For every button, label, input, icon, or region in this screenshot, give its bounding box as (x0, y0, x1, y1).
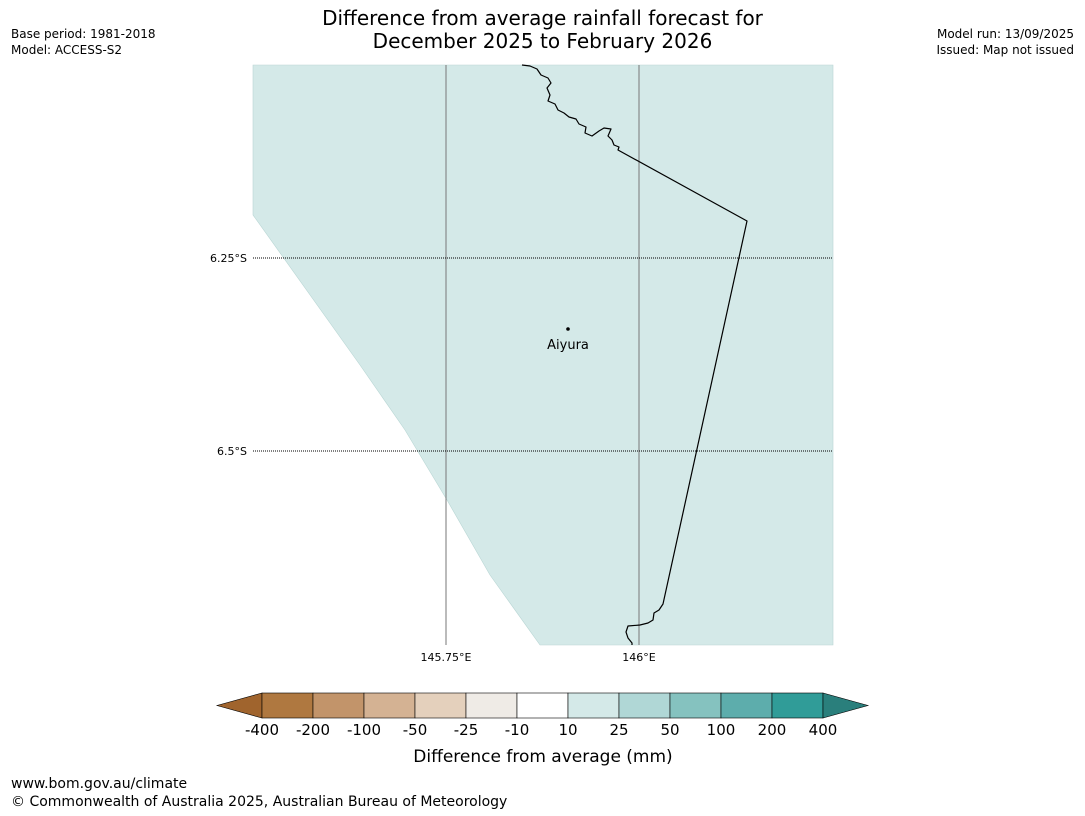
legend-swatch (720, 692, 773, 719)
model-run-text: Model run: 13/09/2025 (936, 27, 1074, 41)
legend-tick-label: -10 (505, 721, 530, 739)
legend-swatch (261, 692, 314, 719)
legend-swatch (465, 692, 518, 719)
legend-swatch (516, 692, 569, 719)
map-title: Difference from average rainfall forecas… (0, 7, 1085, 53)
legend-tick-label: 10 (558, 721, 577, 739)
legend-swatch (669, 692, 722, 719)
legend-extend-low (215, 692, 263, 719)
legend-tick-label: -400 (245, 721, 279, 739)
legend-tick-label: 100 (707, 721, 736, 739)
legend-swatch (567, 692, 620, 719)
legend-tick-label: -25 (454, 721, 479, 739)
title-line-2: December 2025 to February 2026 (372, 29, 713, 53)
legend-tick-label: -50 (403, 721, 428, 739)
latitude-label: 6.5°S (217, 445, 247, 458)
legend-tick-label: -100 (347, 721, 381, 739)
legend-tick-label: 50 (660, 721, 679, 739)
forecast-shaded-area (252, 64, 834, 646)
model-text: Model: ACCESS-S2 (11, 43, 123, 57)
legend-tick-label: -200 (296, 721, 330, 739)
base-period-text: Base period: 1981-2018 (11, 27, 156, 41)
metadata-right: Model run: 13/09/2025 Issued: Map not is… (936, 26, 1074, 58)
legend-swatch (414, 692, 467, 719)
legend-swatch (771, 692, 824, 719)
legend-swatch (363, 692, 416, 719)
legend-tick-label: 200 (758, 721, 787, 739)
legend-swatch (618, 692, 671, 719)
place-label-aiyura: Aiyura (547, 338, 589, 353)
legend-title: Difference from average (mm) (413, 747, 672, 767)
footer-copyright: © Commonwealth of Australia 2025, Austra… (11, 794, 508, 810)
title-line-1: Difference from average rainfall forecas… (322, 6, 763, 30)
legend-extend-high (822, 692, 870, 719)
longitude-label: 146°E (622, 651, 655, 664)
legend-swatch (312, 692, 365, 719)
footer: www.bom.gov.au/climate © Commonwealth of… (11, 775, 507, 811)
aiyura-marker (566, 327, 570, 331)
latitude-label: 6.25°S (210, 252, 247, 265)
legend-tick-label: 400 (809, 721, 838, 739)
metadata-left: Base period: 1981-2018 Model: ACCESS-S2 (11, 26, 156, 58)
footer-url: www.bom.gov.au/climate (11, 776, 188, 792)
legend-tick-label: 25 (609, 721, 628, 739)
color-legend: -400 -200 -100 -50 -25 -10 10 25 50 100 200 400 (215, 692, 870, 739)
longitude-label: 145.75°E (421, 651, 472, 664)
issued-text: Issued: Map not issued (936, 43, 1074, 57)
province-boundary (521, 64, 748, 645)
